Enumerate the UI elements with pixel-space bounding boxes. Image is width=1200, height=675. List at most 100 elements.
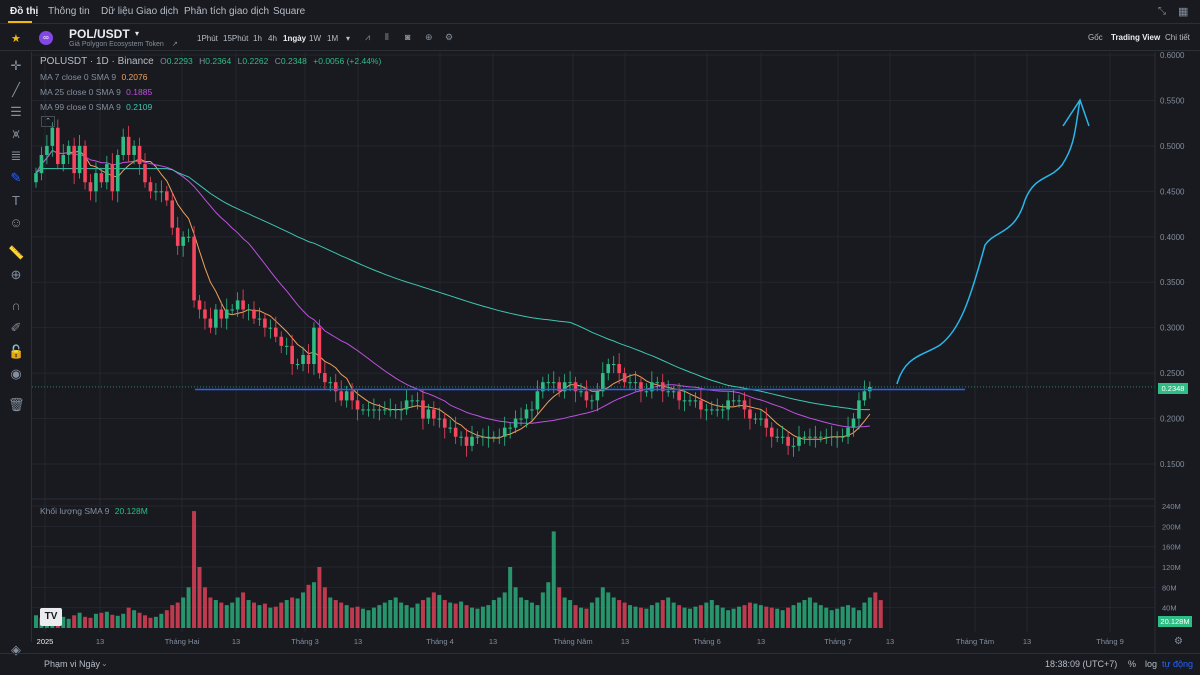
collapse-legend-icon[interactable]: ⌃	[41, 116, 55, 127]
horizontal-lines-icon[interactable]: ☰	[10, 104, 22, 119]
zoom-in-icon[interactable]: ⊕	[10, 267, 22, 282]
ruler-icon[interactable]: 📏	[8, 245, 25, 260]
volume-tick-label: 120M	[1162, 563, 1181, 572]
candle-body	[366, 409, 371, 411]
volume-bar	[671, 602, 676, 628]
tab-trading-data[interactable]: Dữ liệu Giao dịch	[101, 6, 179, 17]
indicator-icon[interactable]: ⩘	[365, 32, 371, 42]
ohlc-legend: POLUSDT · 1D · Binance O0.2293 H0.2364 L…	[40, 56, 381, 67]
time-axis-settings-icon[interactable]: ⚙	[1174, 636, 1183, 647]
candle-body	[639, 382, 643, 392]
volume-bar	[448, 602, 453, 628]
lock-icon[interactable]: 🔓	[8, 344, 25, 359]
ma25-legend[interactable]: MA 25 close 0 SMA 9 0.1885	[40, 87, 152, 97]
pitchfork-icon[interactable]: ⩙	[12, 126, 20, 141]
emoji-icon[interactable]: ☺	[9, 215, 23, 230]
volume-bar	[137, 612, 142, 628]
candle-body	[617, 364, 621, 374]
auto-toggle[interactable]: tự động	[1162, 659, 1194, 669]
volume-bar	[104, 611, 109, 628]
candle-body	[355, 400, 360, 410]
text-icon[interactable]: T	[12, 193, 20, 208]
candle-body	[486, 436, 491, 438]
price-tick-label: 0.2000	[1160, 415, 1185, 424]
candle-body	[442, 418, 447, 428]
volume-bar	[589, 602, 594, 628]
volume-bar	[878, 600, 883, 628]
tf-15m[interactable]: 15Phút	[223, 34, 249, 43]
layers-icon[interactable]: ◈	[11, 642, 21, 657]
volume-tick-label: 160M	[1162, 543, 1181, 552]
candle-body	[241, 300, 245, 310]
symbol-dropdown-icon[interactable]: ▾	[135, 29, 140, 38]
volume-bar	[224, 605, 229, 628]
candle-body	[284, 345, 289, 347]
tf-1mo[interactable]: 1M	[327, 34, 339, 43]
date-range-dropdown-icon[interactable]: ⌄	[101, 659, 108, 668]
volume-bar	[470, 607, 474, 628]
candle-body	[808, 436, 812, 438]
lock-drawing-icon[interactable]: ✐	[10, 320, 22, 335]
volume-bar	[846, 605, 851, 628]
tf-1m[interactable]: 1Phút	[197, 34, 218, 43]
percent-toggle[interactable]: %	[1128, 659, 1137, 669]
price-tick-label: 0.5500	[1160, 96, 1185, 105]
grid-layout-icon[interactable]: ▦	[1178, 6, 1189, 18]
candle-body	[99, 173, 104, 183]
volume-bar	[649, 605, 654, 628]
candle-body	[802, 436, 807, 438]
volume-bar	[775, 608, 780, 628]
volume-bar	[655, 602, 660, 628]
crosshair-icon[interactable]: ✛	[10, 58, 22, 73]
favorite-star-icon[interactable]: ★	[11, 33, 21, 45]
symbol-pair[interactable]: POL/USDT	[69, 27, 130, 41]
volume-bar	[426, 597, 431, 628]
volume-bar	[698, 605, 703, 628]
tf-4h[interactable]: 4h	[268, 34, 277, 43]
tf-1w[interactable]: 1W	[309, 34, 321, 43]
volume-bar	[126, 607, 131, 628]
collapse-icon[interactable]: ⤡	[1158, 6, 1166, 17]
fib-icon[interactable]: ≣	[10, 148, 22, 163]
price-tick-label: 0.3000	[1160, 324, 1185, 333]
tf-1h[interactable]: 1h	[253, 34, 262, 43]
trendline-icon[interactable]: ╱	[12, 82, 20, 97]
tab-square[interactable]: Square	[273, 6, 306, 17]
view-detail[interactable]: Chi tiết	[1165, 33, 1190, 42]
ma7-legend[interactable]: MA 7 close 0 SMA 9 0.2076	[40, 72, 147, 82]
magnet-icon[interactable]: ∩	[11, 298, 21, 313]
volume-bar	[382, 602, 387, 628]
volume-bar	[77, 612, 82, 628]
volume-bar	[431, 592, 436, 628]
log-toggle[interactable]: log	[1145, 659, 1158, 669]
candle-body	[246, 309, 251, 311]
view-tradingview[interactable]: Trading View	[1111, 33, 1161, 42]
candle-body	[742, 400, 747, 410]
add-icon[interactable]: ⊕	[425, 32, 433, 42]
volume-bar	[262, 603, 267, 628]
date-range-button[interactable]: Phạm vi Ngày	[44, 659, 101, 669]
volume-bar	[464, 605, 469, 628]
tab-info[interactable]: Thông tin	[48, 6, 90, 17]
price-tick-label: 0.2500	[1160, 369, 1185, 378]
volume-bar	[72, 615, 77, 628]
camera-icon[interactable]: ◙	[405, 32, 411, 42]
candle-body	[590, 400, 594, 402]
settings-icon[interactable]: ⚙	[445, 32, 454, 42]
tab-trading-analysis[interactable]: Phân tích giao dịch	[184, 6, 270, 17]
info-caret-icon[interactable]: ↗	[172, 41, 178, 48]
candle-type-icon[interactable]: ⫴	[385, 32, 389, 42]
volume-bar	[475, 608, 480, 628]
volume-bar	[786, 607, 791, 628]
trash-icon[interactable]: 🗑	[8, 397, 25, 412]
view-original[interactable]: Gốc	[1088, 33, 1103, 42]
tf-1d[interactable]: 1ngày	[283, 34, 307, 43]
candle-body	[497, 436, 502, 438]
close-value: 0.2348	[280, 56, 307, 66]
eye-icon[interactable]: ◉	[10, 366, 22, 381]
more-timeframes-icon[interactable]: ▾	[346, 34, 351, 43]
ma99-legend[interactable]: MA 99 close 0 SMA 9 0.2109	[40, 102, 152, 112]
tab-chart[interactable]: Đồ thị	[10, 6, 39, 17]
brush-icon[interactable]: ✎	[10, 170, 22, 185]
